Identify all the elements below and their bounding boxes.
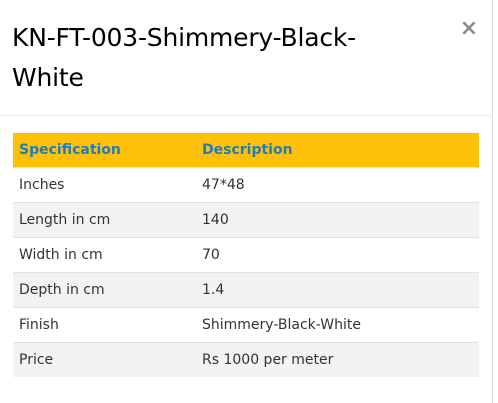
modal-body: Specification Description Inches 47*48 L… bbox=[13, 133, 479, 377]
table-row: Price Rs 1000 per meter bbox=[13, 341, 479, 377]
column-header-specification: Specification bbox=[13, 133, 196, 167]
table-row: Inches 47*48 bbox=[13, 166, 479, 202]
description-cell: Rs 1000 per meter bbox=[196, 341, 479, 377]
table-row: Length in cm 140 bbox=[13, 201, 479, 237]
table-row: Finish Shimmery-Black-White bbox=[13, 306, 479, 342]
description-cell: 47*48 bbox=[196, 166, 479, 202]
spec-cell: Depth in cm bbox=[13, 271, 196, 307]
specification-table: Specification Description Inches 47*48 L… bbox=[13, 133, 479, 377]
close-button[interactable]: × bbox=[456, 14, 482, 44]
spec-cell: Price bbox=[13, 341, 196, 377]
table-row: Depth in cm 1.4 bbox=[13, 271, 479, 307]
spec-cell: Length in cm bbox=[13, 201, 196, 237]
modal-title: KN-FT-003-Shimmery-Black-White bbox=[12, 23, 356, 92]
spec-cell: Inches bbox=[13, 166, 196, 202]
spec-cell: Width in cm bbox=[13, 236, 196, 272]
table-row: Width in cm 70 bbox=[13, 236, 479, 272]
column-header-description: Description bbox=[196, 133, 479, 167]
modal-header: KN-FT-003-Shimmery-Black-White × bbox=[0, 0, 492, 116]
table-header-row: Specification Description bbox=[13, 133, 479, 167]
spec-cell: Finish bbox=[13, 306, 196, 342]
description-cell: 70 bbox=[196, 236, 479, 272]
description-cell: Shimmery-Black-White bbox=[196, 306, 479, 342]
description-cell: 140 bbox=[196, 201, 479, 237]
description-cell: 1.4 bbox=[196, 271, 479, 307]
